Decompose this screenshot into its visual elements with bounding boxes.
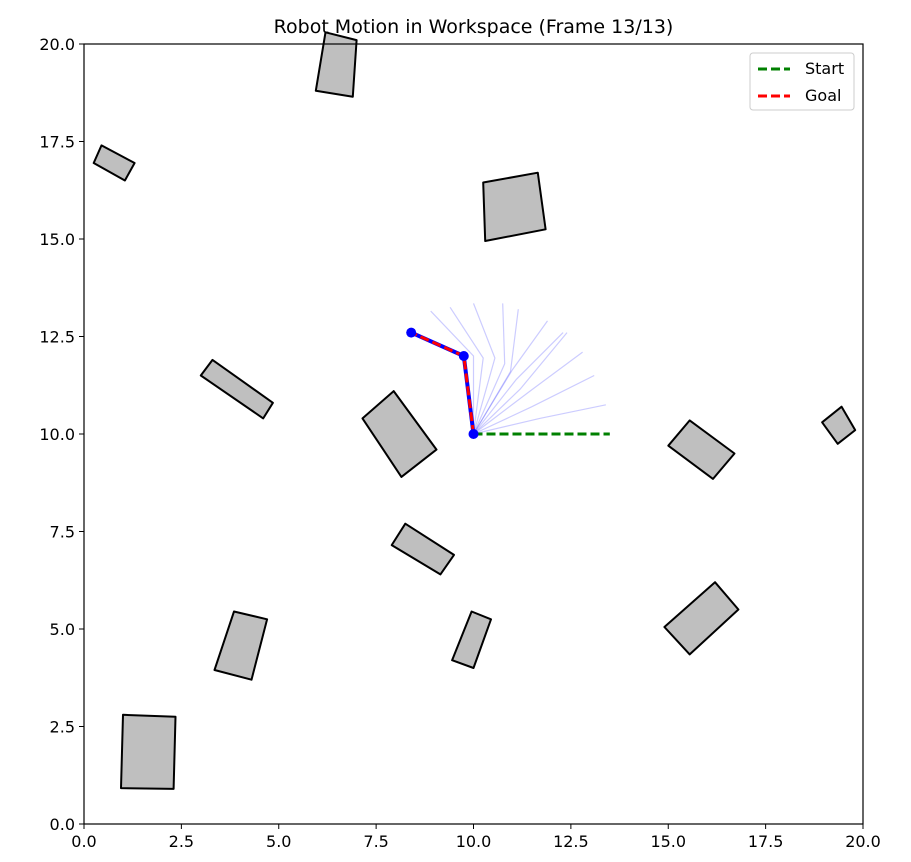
trace-arm-5 xyxy=(473,332,564,435)
obstacle-5 xyxy=(361,390,438,478)
x-axis-ticks: 0.0 2.5 5.0 7.5 10.0 12.5 15.0 17.5 20.0 xyxy=(71,824,881,851)
y-tick-label: 2.5 xyxy=(50,718,75,737)
obstacle-12 xyxy=(120,713,177,790)
trace-arm-6 xyxy=(472,320,548,435)
obstacle-3 xyxy=(482,171,547,242)
obstacle-10 xyxy=(213,610,269,681)
x-tick-label: 5.0 xyxy=(266,832,291,851)
robot-joint-1 xyxy=(468,429,479,439)
y-tick-label: 10.0 xyxy=(39,425,75,444)
y-tick-label: 7.5 xyxy=(50,523,75,542)
trace-arm-10 xyxy=(449,306,484,435)
obstacle-4 xyxy=(199,358,274,420)
obstacle-7 xyxy=(821,405,857,445)
motion-trace-group xyxy=(410,303,607,435)
obstacle-9 xyxy=(663,581,740,656)
x-tick-label: 7.5 xyxy=(363,832,388,851)
robot-joint-2 xyxy=(458,351,469,361)
y-tick-label: 20.0 xyxy=(39,35,75,54)
trace-arm-8 xyxy=(472,303,506,435)
obstacle-1 xyxy=(314,31,358,98)
legend-start-label: Start xyxy=(805,59,844,78)
x-tick-label: 17.5 xyxy=(748,832,784,851)
x-tick-label: 12.5 xyxy=(553,832,589,851)
robot-arm xyxy=(410,330,476,435)
x-tick-label: 15.0 xyxy=(650,832,686,851)
robot-joint-3 xyxy=(406,327,417,338)
trace-arm-11 xyxy=(430,310,475,434)
trace-arm-3 xyxy=(473,351,583,435)
x-tick-label: 0.0 xyxy=(71,832,96,851)
trace-arm-1 xyxy=(473,404,607,435)
obstacle-group xyxy=(92,31,857,790)
trace-arm-2 xyxy=(473,374,595,435)
x-tick-label: 10.0 xyxy=(456,832,492,851)
trace-arm-9 xyxy=(472,303,496,435)
obstacle-6 xyxy=(667,419,736,480)
x-tick-label: 20.0 xyxy=(845,832,881,851)
x-tick-label: 2.5 xyxy=(169,832,194,851)
legend: Start Goal xyxy=(749,52,855,111)
y-tick-label: 12.5 xyxy=(39,328,75,347)
chart-title: Robot Motion in Workspace (Frame 13/13) xyxy=(274,16,674,38)
legend-goal-label: Goal xyxy=(805,86,841,105)
y-tick-label: 17.5 xyxy=(39,133,75,152)
y-tick-label: 15.0 xyxy=(39,230,75,249)
y-tick-label: 0.0 xyxy=(50,815,75,834)
y-tick-label: 5.0 xyxy=(50,620,75,639)
trace-arm-7 xyxy=(472,309,519,435)
path-group xyxy=(406,327,610,439)
obstacle-8 xyxy=(390,522,455,576)
y-axis-ticks: 0.0 2.5 5.0 7.5 10.0 12.5 15.0 17.5 20.0 xyxy=(39,35,84,834)
trace-arm-4 xyxy=(473,332,568,435)
obstacle-2 xyxy=(92,144,136,182)
obstacle-11 xyxy=(451,610,492,669)
